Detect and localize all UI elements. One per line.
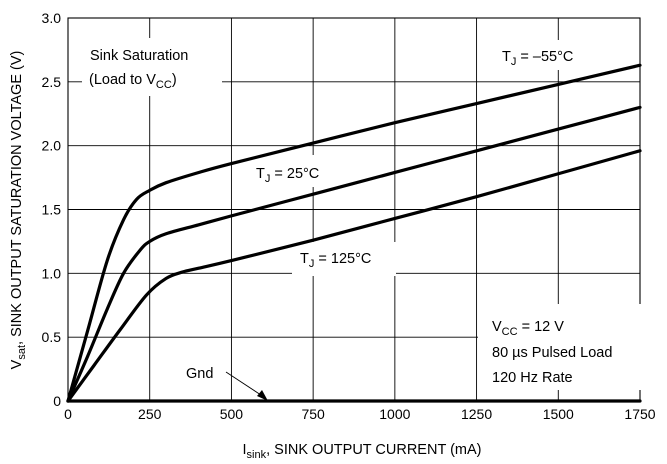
y-tick-label: 1.0 bbox=[42, 265, 62, 281]
tj-minus55-label-bg bbox=[490, 40, 602, 70]
tj-125-label: TJ = 125°C bbox=[300, 251, 371, 270]
tj-25-label: TJ = 25°C bbox=[256, 166, 319, 185]
x-tick-label: 250 bbox=[138, 406, 162, 422]
sink-saturation-line1: Sink Saturation bbox=[90, 48, 188, 64]
y-axis-label: Vsat, SINK OUTPUT SATURATION VOLTAGE (V) bbox=[9, 51, 28, 370]
tj-125-label-bg bbox=[292, 242, 396, 276]
series-line-2 bbox=[66, 149, 642, 403]
rate-label: 120 Hz Rate bbox=[492, 370, 573, 386]
sink-saturation-label-bg bbox=[82, 38, 222, 96]
x-tick-label: 1000 bbox=[379, 406, 410, 422]
x-tick-label: 750 bbox=[301, 406, 325, 422]
gnd-label-bg bbox=[180, 360, 228, 384]
y-tick-label: 1.5 bbox=[42, 202, 62, 218]
x-tick-label: 0 bbox=[64, 406, 72, 422]
tj-minus55-label: TJ = –55°C bbox=[502, 49, 573, 68]
x-tick-label: 1250 bbox=[461, 406, 492, 422]
series-line-1 bbox=[66, 105, 642, 403]
gnd-label: Gnd bbox=[186, 366, 213, 382]
y-tick-labels: 0 0.5 1.0 1.5 2.0 2.5 3.0 bbox=[42, 10, 62, 409]
x-tick-label: 1750 bbox=[624, 406, 655, 422]
y-tick-label: 0.5 bbox=[42, 329, 62, 345]
y-tick-label: 2.0 bbox=[42, 138, 62, 154]
vcc-label: VCC = 12 V bbox=[492, 319, 564, 338]
curves bbox=[66, 63, 642, 403]
gnd-pointer-arrow bbox=[225, 371, 268, 401]
x-tick-label: 500 bbox=[220, 406, 244, 422]
conditions-label-bg bbox=[478, 304, 643, 390]
series-line-0 bbox=[66, 63, 642, 403]
x-tick-label: 1500 bbox=[543, 406, 574, 422]
y-tick-label: 0 bbox=[53, 393, 61, 409]
x-axis-label: Isink, SINK OUTPUT CURRENT (mA) bbox=[243, 442, 482, 461]
y-tick-label: 2.5 bbox=[42, 74, 62, 90]
x-tick-labels: 0 250 500 750 1000 1250 1500 1750 bbox=[64, 406, 656, 422]
sink-saturation-line2: (Load to VCC) bbox=[89, 72, 177, 91]
y-tick-label: 3.0 bbox=[42, 10, 62, 26]
tj-25-label-bg bbox=[248, 155, 346, 187]
pulsed-load-label: 80 µs Pulsed Load bbox=[492, 345, 612, 361]
